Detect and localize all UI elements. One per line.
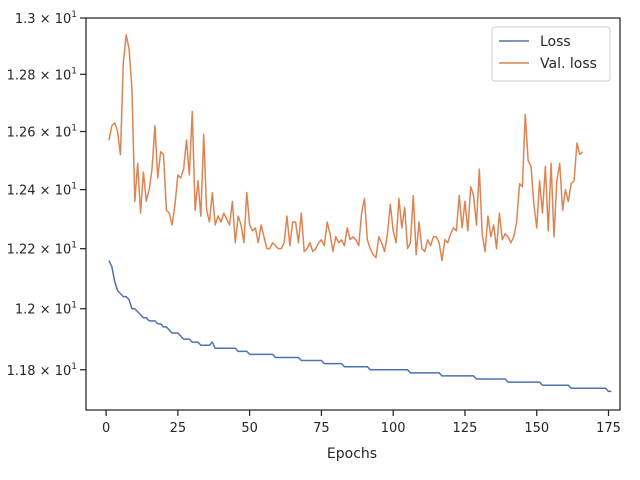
legend-label: Val. loss <box>540 56 597 72</box>
y-tick-label: 1.22 × 101 <box>7 241 77 258</box>
x-tick-label: 75 <box>313 421 330 436</box>
series-line-loss <box>108 260 612 393</box>
y-tick-label: 1.3 × 101 <box>15 10 77 27</box>
legend-label: Loss <box>540 34 571 50</box>
plot-area <box>85 17 621 411</box>
legend: Loss Val. loss <box>491 26 611 82</box>
y-tick-label: 1.28 × 101 <box>7 66 77 83</box>
x-tick-label: 125 <box>453 421 478 436</box>
x-tick-label: 50 <box>241 421 258 436</box>
y-tick-label: 1.24 × 101 <box>7 182 77 199</box>
y-tick-label: 1.2 × 101 <box>15 301 77 318</box>
x-tick-label: 175 <box>596 421 621 436</box>
y-tick-label: 1.18 × 101 <box>7 362 77 379</box>
y-axis: 1.18 × 101 1.2 × 101 1.22 × 101 1.24 × 101 1… <box>7 10 86 379</box>
x-axis-label: Epochs <box>327 446 377 462</box>
x-axis: 0 25 50 75 100 125 150 175 <box>102 410 621 436</box>
x-tick-label: 0 <box>102 421 110 436</box>
x-tick-label: 150 <box>524 421 549 436</box>
x-tick-label: 100 <box>381 421 406 436</box>
x-tick-label: 25 <box>170 421 187 436</box>
axes-frame <box>85 17 621 411</box>
series-line-val-loss <box>108 34 584 262</box>
y-tick-label: 1.26 × 101 <box>7 124 77 141</box>
